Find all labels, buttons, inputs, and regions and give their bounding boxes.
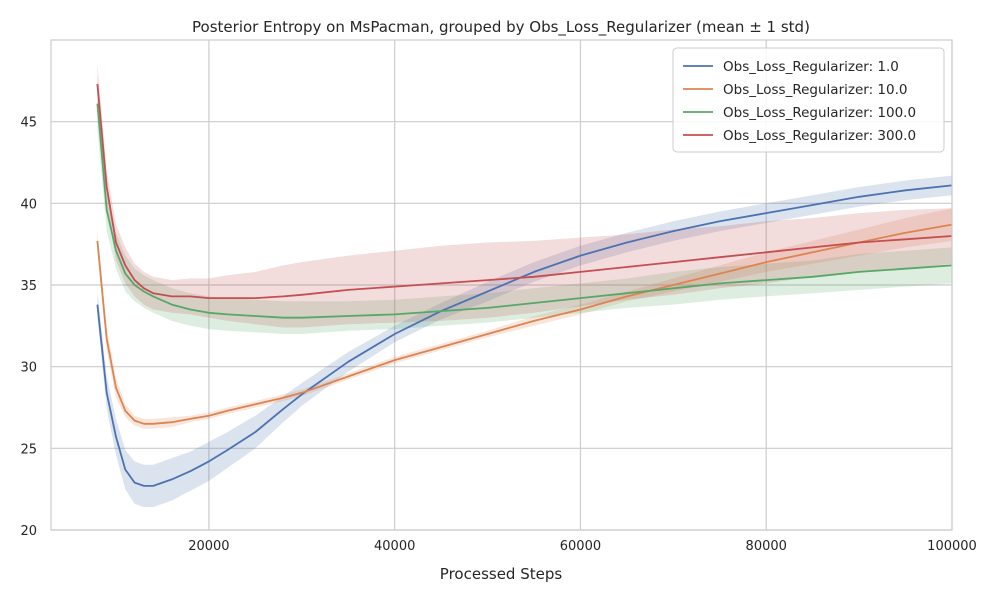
y-tick-label: 25 (20, 442, 37, 457)
series-line-4 (96, 84, 953, 300)
std-band-4 (97, 64, 952, 328)
y-tick-label: 30 (20, 361, 37, 376)
y-tick-label: 45 (20, 116, 37, 131)
legend-label: Obs_Loss_Regularizer: 300.0 (723, 128, 916, 144)
x-axis-label: Processed Steps (440, 565, 563, 583)
chart-title: Posterior Entropy on MsPacman, grouped b… (192, 18, 810, 37)
tick-labels: 20000 40000 60000 80000 100000 20 25 30 35 40 45 (20, 116, 976, 554)
legend-label: Obs_Loss_Regularizer: 1.0 (723, 59, 899, 75)
series-lines (96, 84, 953, 487)
y-tick-label: 40 (20, 197, 37, 212)
legend-label: Obs_Loss_Regularizer: 10.0 (723, 82, 907, 98)
series-line-3 (96, 103, 953, 319)
plot-frame (50, 39, 953, 531)
x-tick-label: 60000 (560, 539, 601, 554)
y-tick-label: 35 (20, 279, 37, 294)
series-line-2 (96, 223, 953, 425)
series-line-1 (96, 184, 953, 487)
legend-label: Obs_Loss_Regularizer: 100.0 (723, 105, 916, 121)
y-tick-label: 20 (20, 524, 37, 539)
x-tick-label: 80000 (746, 539, 787, 554)
x-tick-label: 20000 (188, 539, 229, 554)
x-tick-label: 100000 (927, 539, 977, 554)
legend-box (672, 47, 945, 153)
std-band-2 (97, 208, 952, 429)
legend: Obs_Loss_Regularizer: 1.0 Obs_Loss_Regula… (672, 47, 945, 153)
x-tick-label: 40000 (374, 539, 415, 554)
